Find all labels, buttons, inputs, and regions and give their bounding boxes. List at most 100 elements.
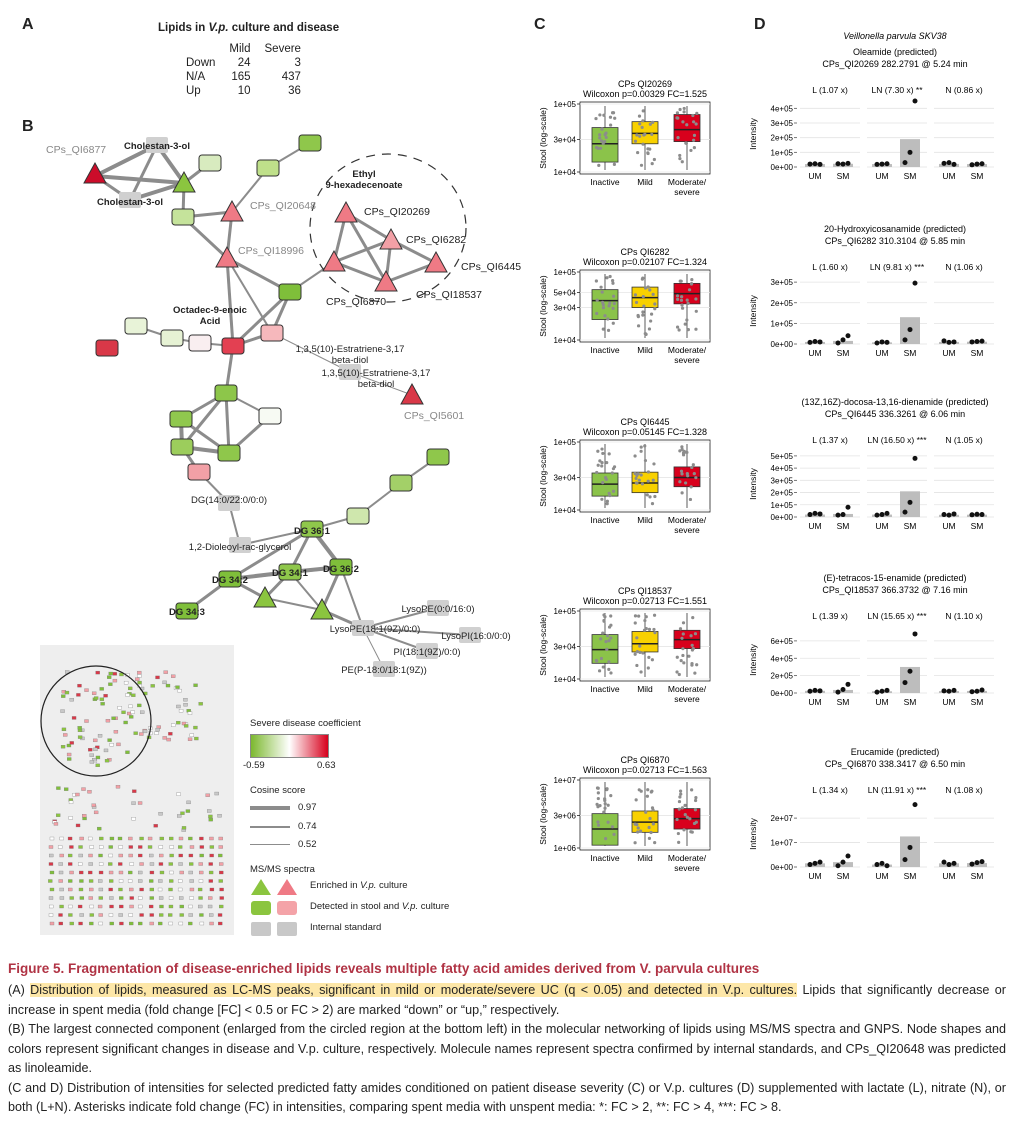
overview-node [68, 816, 73, 820]
overview-node [128, 913, 133, 917]
y-tick-label: 3e+04 [554, 304, 577, 313]
overview-node [169, 845, 174, 849]
data-point [651, 292, 655, 296]
overview-node [214, 791, 219, 796]
col-header: Severe [264, 43, 301, 55]
data-point [951, 511, 957, 517]
data-point [979, 859, 985, 865]
overview-node [75, 823, 81, 828]
overview-node [179, 896, 184, 900]
y-tick-label: 2e+05 [771, 134, 794, 143]
data-point [601, 631, 605, 635]
overview-node [103, 694, 108, 698]
data-point [677, 328, 681, 332]
pink-square-icon [277, 901, 297, 915]
overview-node [188, 853, 194, 858]
overview-node [89, 753, 94, 757]
overview-node [79, 836, 84, 841]
overview-node [116, 742, 121, 747]
overview-node [58, 913, 63, 917]
facet-label: LN (16.50 x) *** [867, 435, 927, 445]
facet-label: L (1.39 x) [812, 611, 848, 621]
coef-gradient [250, 734, 329, 758]
data-point [969, 689, 975, 695]
overview-node [108, 671, 113, 676]
data-point [647, 825, 651, 830]
overview-node [147, 845, 153, 849]
x-tick-label: UM [875, 697, 888, 707]
data-point [694, 798, 698, 803]
facet-label: L (1.34 x) [812, 785, 848, 795]
overview-node [129, 887, 134, 892]
overview-node [129, 715, 134, 719]
y-tick-label: 2e+07 [771, 814, 794, 823]
overview-node [89, 845, 94, 849]
overview-node [158, 896, 164, 900]
data-point [607, 667, 611, 671]
cosine-value: 0.74 [298, 821, 317, 832]
overview-node [57, 845, 63, 849]
overview-node [109, 896, 114, 900]
data-point [647, 627, 652, 632]
facet-label: LN (11.91 x) *** [868, 785, 927, 795]
data-point [642, 628, 647, 632]
x-tick-label: UM [808, 521, 821, 531]
overview-node [93, 738, 98, 743]
chart-title: 20-Hydroxyicosanamide (predicted) [824, 224, 966, 234]
data-point [651, 808, 655, 812]
data-point [602, 810, 606, 814]
overview-node [183, 724, 189, 728]
x-tick-label: Inactive [590, 684, 620, 694]
overview-node [155, 727, 160, 732]
data-point [639, 449, 643, 453]
overview-node [69, 741, 74, 745]
y-tick-label: 1e+05 [771, 501, 794, 510]
overview-node [175, 685, 180, 689]
overview-node [149, 921, 154, 926]
overview-node [199, 870, 204, 875]
data-point [595, 786, 600, 790]
overview-node [149, 879, 154, 883]
data-point [608, 115, 613, 119]
node-label: Acid [200, 316, 221, 327]
overview-node [208, 879, 213, 883]
data-point [693, 632, 698, 636]
overview-node [183, 698, 188, 702]
y-tick-label: 2e+05 [771, 299, 794, 308]
x-tick-label: SM [837, 348, 850, 358]
overview-node [139, 732, 144, 736]
overview-node [189, 733, 195, 737]
data-point [641, 119, 645, 123]
overview-node [218, 879, 223, 883]
data-point [601, 451, 605, 456]
overview-node [99, 687, 104, 691]
data-point [636, 324, 641, 328]
overview-node [113, 730, 119, 734]
node-label: DG 34:3 [169, 607, 205, 618]
overview-node [117, 836, 123, 841]
x-tick-label: SM [971, 348, 984, 358]
overview-node [69, 845, 74, 849]
y-tick-label: 1e+05 [554, 438, 577, 447]
node-label: PI(18:1(9Z)/0:0) [393, 647, 460, 658]
data-point [651, 478, 655, 482]
overview-node [169, 836, 174, 841]
y-tick-label: 3e+05 [771, 119, 794, 128]
y-tick-label: 1e+04 [554, 675, 577, 684]
coef-max: 0.63 [317, 760, 336, 771]
x-tick-label: SM [837, 697, 850, 707]
cosine-legend-title: Cosine score [250, 785, 306, 796]
data-point [601, 306, 606, 310]
data-point [639, 789, 643, 793]
overview-node [189, 862, 194, 866]
overview-node [49, 836, 55, 841]
overview-node [77, 726, 82, 730]
data-point [679, 659, 683, 663]
data-point [951, 161, 957, 167]
data-point [812, 339, 818, 345]
data-point [601, 327, 605, 331]
data-point [653, 307, 657, 311]
node-label: DG 36:2 [323, 564, 359, 575]
data-point [607, 660, 611, 664]
data-point [595, 470, 599, 475]
